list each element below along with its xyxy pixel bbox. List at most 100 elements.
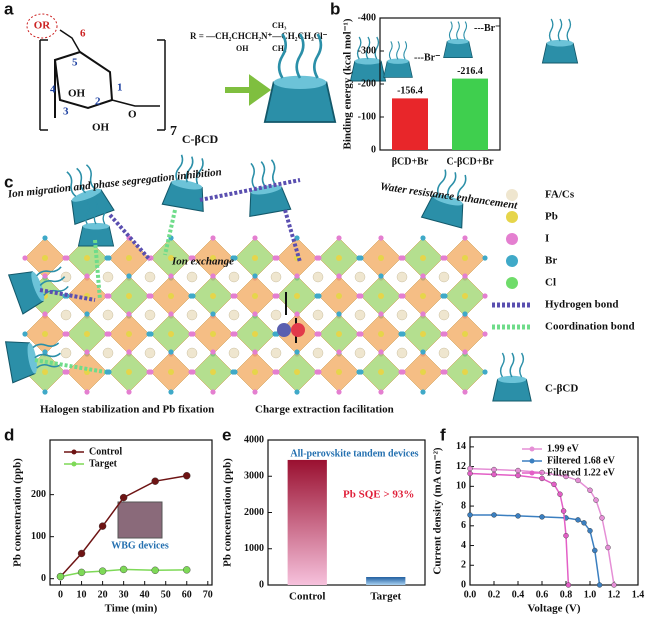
halide-atom <box>42 273 48 279</box>
halide-atom <box>168 389 174 395</box>
cone-chain <box>566 18 572 42</box>
bond-line <box>283 209 302 263</box>
halide-atom <box>252 311 258 317</box>
a-site <box>228 309 240 321</box>
x-tick-label: 60 <box>182 589 192 600</box>
legend-swatch <box>71 461 77 467</box>
cone-chain <box>295 33 305 79</box>
halide-atom <box>462 273 468 279</box>
annotation: ---Br⁻ <box>474 23 500 34</box>
bar <box>287 459 327 585</box>
bond-line <box>34 358 106 374</box>
y-tick-label: 100 <box>31 531 46 542</box>
scheme-caption: Ion exchange <box>171 256 234 268</box>
halide-atom <box>442 293 448 299</box>
a-site <box>102 309 114 321</box>
y-tick-label: 0 <box>259 579 264 590</box>
pb-atom <box>462 331 468 337</box>
point <box>515 513 521 519</box>
cone-chain <box>250 162 257 190</box>
pb-atom <box>210 331 216 337</box>
a-site <box>270 271 282 283</box>
halide-atom <box>294 311 300 317</box>
halide-atom <box>316 293 322 299</box>
annotation: ---Br⁻ <box>414 53 440 64</box>
pb-atom <box>210 255 216 261</box>
halide-atom <box>232 255 238 261</box>
a-site <box>354 271 366 283</box>
cd-icon <box>443 21 473 58</box>
cone-chain <box>34 352 61 359</box>
bracket <box>39 39 166 131</box>
annotation: Pb SQE > 93% <box>343 489 414 501</box>
pb-atom <box>462 293 468 299</box>
a-site <box>354 347 366 359</box>
legend-label: Hydrogen bond <box>545 299 618 311</box>
halide-atom <box>442 369 448 375</box>
y-tick-label: 8 <box>461 500 466 511</box>
legend-swatch <box>71 449 77 455</box>
halide-atom <box>358 369 364 375</box>
pb-atom <box>126 255 132 261</box>
value-label: -216.4 <box>457 66 483 77</box>
point <box>183 472 191 480</box>
a-site <box>312 309 324 321</box>
halide-atom <box>336 235 342 241</box>
pb-atom <box>126 293 132 299</box>
halide-atom <box>42 235 48 241</box>
pb-atom <box>168 331 174 337</box>
y-tick-label: -400 <box>358 12 376 23</box>
cd-icon <box>383 41 413 78</box>
a-site <box>438 309 450 321</box>
plot-frame <box>469 436 639 586</box>
point <box>98 567 107 575</box>
halide-atom <box>126 311 132 317</box>
cone-top <box>447 38 469 45</box>
halide-atom <box>64 369 70 375</box>
ring-label: 5 <box>72 57 78 69</box>
ring-label: OR <box>34 20 52 32</box>
cd-icon <box>349 36 387 82</box>
halide-atom <box>42 311 48 317</box>
cone-chain <box>365 36 371 60</box>
pb-atom <box>336 293 342 299</box>
formula: CH₃ <box>272 21 287 30</box>
ring-label: 3 <box>63 106 69 118</box>
halide-atom <box>336 389 342 395</box>
cd-icon <box>249 159 292 218</box>
cone-chain <box>195 158 204 185</box>
cone-chain <box>374 36 380 60</box>
point <box>587 528 593 534</box>
x-tick-label: 30 <box>119 589 129 600</box>
cone-top <box>31 271 45 302</box>
legend-swatch <box>506 255 518 267</box>
halide-atom <box>378 389 384 395</box>
halide-atom <box>22 331 28 337</box>
legend-label: Target <box>89 458 118 469</box>
halide-atom <box>148 369 154 375</box>
panel-label: c <box>4 172 13 191</box>
halide-atom <box>336 311 342 317</box>
halide-atom <box>294 235 300 241</box>
cone-chain <box>85 164 96 190</box>
halide-atom <box>190 293 196 299</box>
point <box>151 477 159 485</box>
pb-atom <box>420 293 426 299</box>
point <box>565 582 572 588</box>
cone-chain <box>356 36 362 60</box>
point <box>575 517 581 523</box>
legend-label: Coordination bond <box>545 321 635 333</box>
formula: R = —CH₂CHCH₂N⁺—CH₂CH₃Cl⁻ <box>190 31 328 41</box>
x-tick-label: 1.4 <box>632 589 645 600</box>
point <box>467 465 473 472</box>
x-tick-label: 0.6 <box>536 589 549 600</box>
a-site <box>396 347 408 359</box>
ring-label: OH <box>68 88 86 100</box>
halide-atom <box>190 369 196 375</box>
panel-label: e <box>222 425 231 444</box>
point <box>575 477 581 484</box>
halide-atom <box>316 255 322 261</box>
cone-chain <box>102 201 108 225</box>
point <box>539 514 545 520</box>
point <box>119 565 128 574</box>
